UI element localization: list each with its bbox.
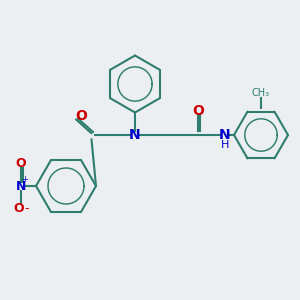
Text: O: O bbox=[192, 104, 204, 118]
Text: N: N bbox=[16, 179, 26, 193]
Text: CH₃: CH₃ bbox=[252, 88, 270, 98]
Text: O: O bbox=[13, 202, 24, 215]
Text: N: N bbox=[219, 128, 231, 142]
Text: N: N bbox=[129, 128, 141, 142]
Text: +: + bbox=[21, 176, 28, 184]
Text: H: H bbox=[221, 140, 229, 151]
Text: -: - bbox=[24, 202, 29, 215]
Text: O: O bbox=[75, 109, 87, 122]
Text: O: O bbox=[16, 157, 26, 170]
